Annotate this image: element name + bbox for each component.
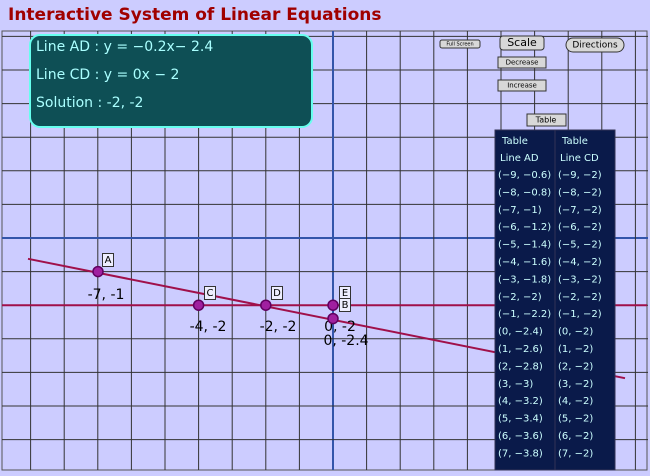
title: Interactive System of Linear Equations (8, 5, 382, 25)
table-row: (−3, −2) (558, 274, 602, 285)
table-row: (−9, −2) (558, 170, 602, 181)
graph-border (1, 30, 648, 471)
button-label: Directions (572, 41, 618, 51)
table-row: (5, −3.4) (498, 414, 543, 425)
table-row: (−7, −2) (558, 205, 602, 216)
table-row: (4, −2) (558, 396, 593, 407)
full-screen-button[interactable]: Full Screen (439, 39, 481, 49)
table-column (554, 129, 616, 471)
button-label: Full Screen (446, 42, 473, 48)
table-row: (−1, −2) (558, 309, 602, 320)
point (327, 299, 339, 311)
table-row: (−4, −1.6) (498, 257, 551, 268)
table-row: (−2, −2) (498, 292, 542, 303)
table-column (494, 129, 556, 471)
button-label: Increase (507, 82, 537, 90)
table-row: (1, −2) (558, 344, 593, 355)
point-name: C (207, 288, 214, 299)
point (260, 299, 272, 311)
tables: Table Line AD (−9, −0.6) (−8, −0.8) (−7, −1)… (494, 129, 616, 471)
info-line: Line AD : y = −0.2x− 2.4 (36, 39, 213, 55)
info-box (29, 34, 313, 128)
point-name: E (342, 288, 348, 299)
info-line: Solution : -2, -2 (36, 95, 143, 111)
table-header: Line CD (560, 153, 599, 164)
table-row: (−4, −2) (558, 257, 602, 268)
table-row: (−6, −2) (558, 222, 602, 233)
point-label: 0, -2.4 (323, 333, 368, 349)
table-row: (−6, −1.2) (498, 222, 551, 233)
table-row: (−3, −1.8) (498, 274, 551, 285)
table-row: (7, −2) (558, 448, 593, 459)
point-name: A (105, 255, 112, 266)
table-row: (−8, −2) (558, 187, 602, 198)
table-header: Table (501, 136, 528, 147)
point-name-box (102, 253, 114, 267)
scale-button[interactable]: Scale (499, 35, 545, 51)
button-label: Decrease (506, 59, 539, 67)
button-label: Table (535, 116, 557, 125)
table-row: (5, −2) (558, 414, 593, 425)
table-row: (2, −2) (558, 361, 593, 372)
table-row: (−8, −0.8) (498, 187, 551, 198)
point-label: -2, -2 (260, 319, 297, 335)
button-label: Scale (507, 36, 537, 49)
table-row: (−2, −2) (558, 292, 602, 303)
table-header: Table (561, 136, 588, 147)
points: A-7, -1 C-4, -2D-2, -2E0, -2B0, -2.4 (88, 253, 369, 349)
point-name: D (273, 288, 281, 299)
point-name-box (204, 286, 216, 300)
info-line: Line CD : y = 0x − 2 (36, 67, 179, 83)
point-name-box (339, 298, 351, 312)
table-row: (−7, −1) (498, 205, 542, 216)
table-row: (0, −2.4) (498, 327, 543, 338)
table-row: (6, −3.6) (498, 431, 543, 442)
point (92, 265, 104, 278)
table-row: (1, −2.6) (498, 344, 543, 355)
table-row: (0, −2) (558, 327, 593, 338)
table-row: (−5, −2) (558, 240, 602, 251)
decrease-button[interactable]: Decrease (497, 56, 547, 69)
table-row: (−5, −1.4) (498, 240, 551, 251)
table-row: (2, −2.8) (498, 361, 543, 372)
table-row: (3, −2) (558, 379, 593, 390)
point-label: -4, -2 (190, 319, 227, 335)
point (192, 299, 205, 311)
table-row: (6, −2) (558, 431, 593, 442)
table-row: (3, −3) (498, 379, 533, 390)
table-row: (7, −3.8) (498, 448, 543, 459)
table-header: Line AD (500, 153, 539, 164)
point-label: -7, -1 (88, 287, 125, 303)
point-name-box (271, 286, 283, 300)
table-row: (4, −3.2) (498, 396, 543, 407)
table-row: (−1, −2.2) (498, 309, 551, 320)
increase-button[interactable]: Increase (497, 79, 547, 92)
table-row: (−9, −0.6) (498, 170, 551, 181)
point (327, 312, 339, 325)
table-button[interactable]: Table (526, 113, 567, 127)
point-name: B (342, 300, 349, 311)
directions-button[interactable]: Directions (565, 37, 625, 53)
